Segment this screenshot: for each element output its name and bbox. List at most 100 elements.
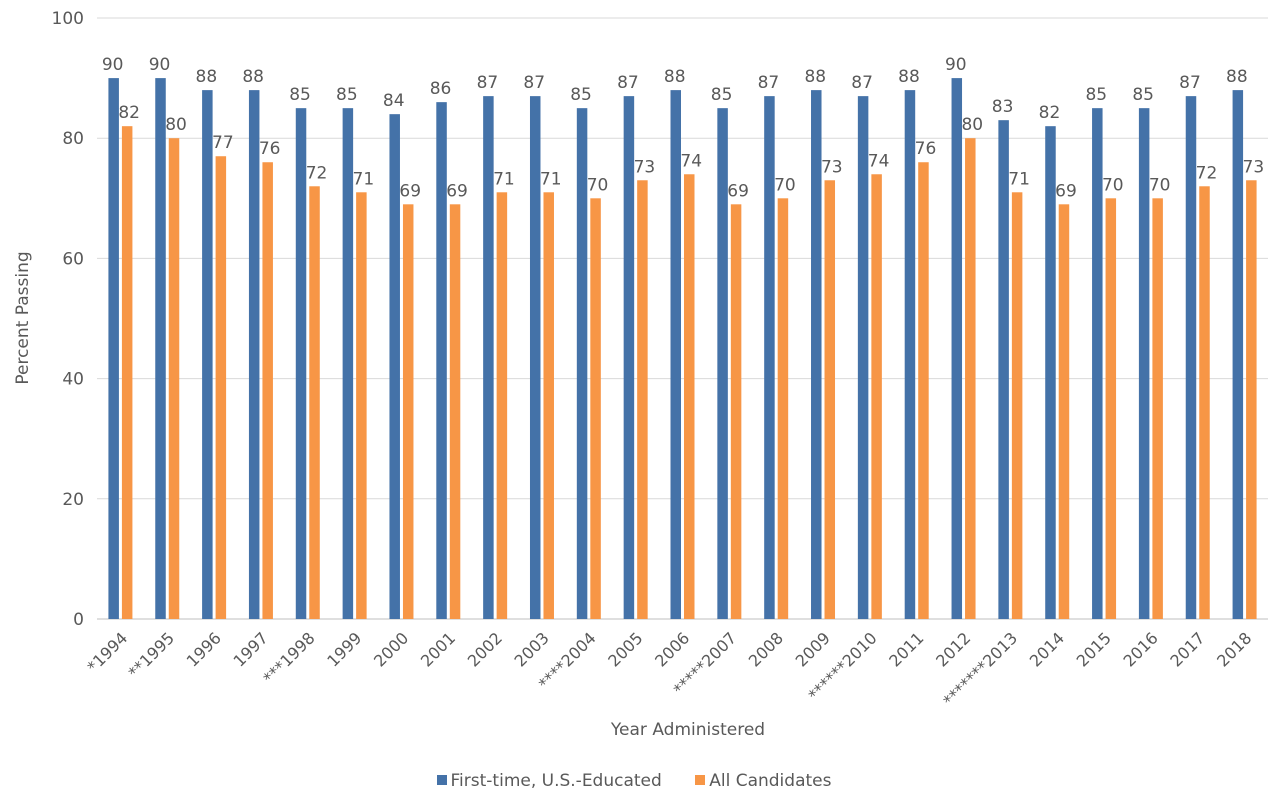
bar-first-time [1138, 108, 1150, 620]
data-label: 87 [758, 73, 780, 93]
data-label: 69 [446, 181, 468, 201]
data-label: 90 [102, 55, 124, 75]
bar-all-candidates [777, 198, 789, 620]
data-label: 85 [336, 85, 358, 105]
bar-all-candidates [121, 126, 133, 620]
data-label: 85 [1132, 85, 1154, 105]
bar-first-time [108, 78, 119, 620]
bar-first-time [1045, 126, 1056, 620]
data-label: 71 [353, 169, 375, 189]
x-axis-title: Year Administered [610, 720, 765, 740]
data-label: 76 [915, 139, 937, 159]
bar-all-candidates [168, 138, 180, 619]
bar-all-candidates [1246, 180, 1257, 619]
bar-first-time [295, 108, 307, 620]
data-label: 90 [945, 55, 967, 75]
data-label: 88 [242, 67, 264, 87]
bar-first-time [811, 90, 822, 620]
data-label: 70 [1102, 175, 1124, 195]
bar-all-candidates [356, 192, 367, 620]
bar-all-candidates [402, 204, 414, 619]
bar-all-candidates [965, 138, 976, 619]
bar-first-time [1092, 108, 1103, 620]
data-label: 87 [617, 73, 639, 93]
gridlines [97, 17, 1268, 620]
x-tick-label: 2009 [792, 628, 834, 670]
data-label: 85 [570, 85, 592, 105]
bar-first-time [342, 108, 354, 620]
data-label: 85 [1085, 85, 1107, 105]
x-tick-label: 2011 [885, 628, 927, 670]
data-label: 83 [992, 97, 1014, 117]
bar-first-time [202, 90, 213, 620]
data-label: 71 [540, 169, 562, 189]
bar-first-time [857, 96, 869, 619]
bar-all-candidates [262, 162, 273, 620]
x-tick-label: 2003 [511, 628, 553, 670]
x-tick-label: 2012 [932, 628, 974, 670]
bar-all-candidates [449, 204, 461, 619]
legend-label: First-time, U.S.-Educated [450, 771, 662, 791]
bar-all-candidates [543, 192, 554, 620]
bar-all-candidates [1199, 186, 1210, 619]
x-tick-label: ***1998 [259, 628, 318, 687]
x-tick-label: 2002 [464, 628, 506, 670]
x-tick-label: 2014 [1026, 628, 1068, 670]
y-tick-label: 40 [62, 370, 84, 390]
data-label: 80 [165, 115, 187, 135]
data-label: 88 [804, 67, 826, 87]
bar-first-time [764, 96, 775, 619]
bar-first-time [904, 90, 916, 620]
x-tick-label: 1996 [183, 628, 225, 670]
bar-first-time [951, 78, 963, 620]
data-label: 73 [1243, 157, 1265, 177]
data-label: 77 [212, 133, 234, 153]
bar-first-time [998, 120, 1009, 620]
data-label: 82 [118, 103, 140, 123]
bar-first-time [436, 102, 447, 619]
x-tick-label: 2008 [745, 628, 787, 670]
legend-swatch [695, 775, 706, 785]
data-label: 87 [523, 73, 545, 93]
data-label: 74 [868, 151, 890, 171]
bar-all-candidates [590, 198, 601, 620]
data-label: 88 [898, 67, 920, 87]
data-label: 70 [1149, 175, 1171, 195]
bar-first-time [670, 90, 681, 620]
data-label: 88 [196, 67, 218, 87]
bar-all-candidates [215, 156, 227, 620]
data-label: 87 [1179, 73, 1201, 93]
y-tick-label: 60 [62, 249, 84, 269]
y-axis-title: Percent Passing [13, 251, 33, 384]
x-tick-label: 2000 [370, 628, 412, 670]
data-label: 80 [961, 115, 983, 135]
data-label: 71 [1008, 169, 1030, 189]
x-axis-ticks: *1994**1995 1996 1997***1998 1999 2000 2001 20… [83, 628, 1255, 710]
data-label: 76 [259, 139, 281, 159]
bars [108, 78, 1257, 620]
x-tick-label: 2015 [1073, 628, 1115, 670]
data-label: 73 [821, 157, 843, 177]
bar-first-time [1232, 90, 1244, 620]
x-tick-label: 2017 [1166, 628, 1208, 670]
bar-first-time [623, 96, 635, 619]
y-tick-label: 80 [62, 129, 84, 149]
bar-all-candidates [1105, 198, 1117, 620]
data-label: 82 [1039, 103, 1061, 123]
x-tick-label: 1997 [230, 628, 272, 670]
data-label: 69 [727, 181, 749, 201]
legend-swatch [436, 775, 447, 785]
x-tick-label: 2006 [651, 628, 693, 670]
y-tick-label: 100 [52, 9, 84, 29]
bar-all-candidates [1011, 192, 1023, 620]
legend: First-time, U.S.-Educated All Candidates [0, 771, 1268, 791]
bar-all-candidates [824, 180, 836, 619]
data-label: 73 [634, 157, 656, 177]
y-tick-label: 20 [62, 490, 84, 510]
data-label: 69 [1055, 181, 1077, 201]
data-label: 85 [711, 85, 733, 105]
x-tick-label: **1995 [125, 628, 179, 682]
legend-label: All Candidates [709, 771, 832, 791]
data-label: 85 [289, 85, 311, 105]
